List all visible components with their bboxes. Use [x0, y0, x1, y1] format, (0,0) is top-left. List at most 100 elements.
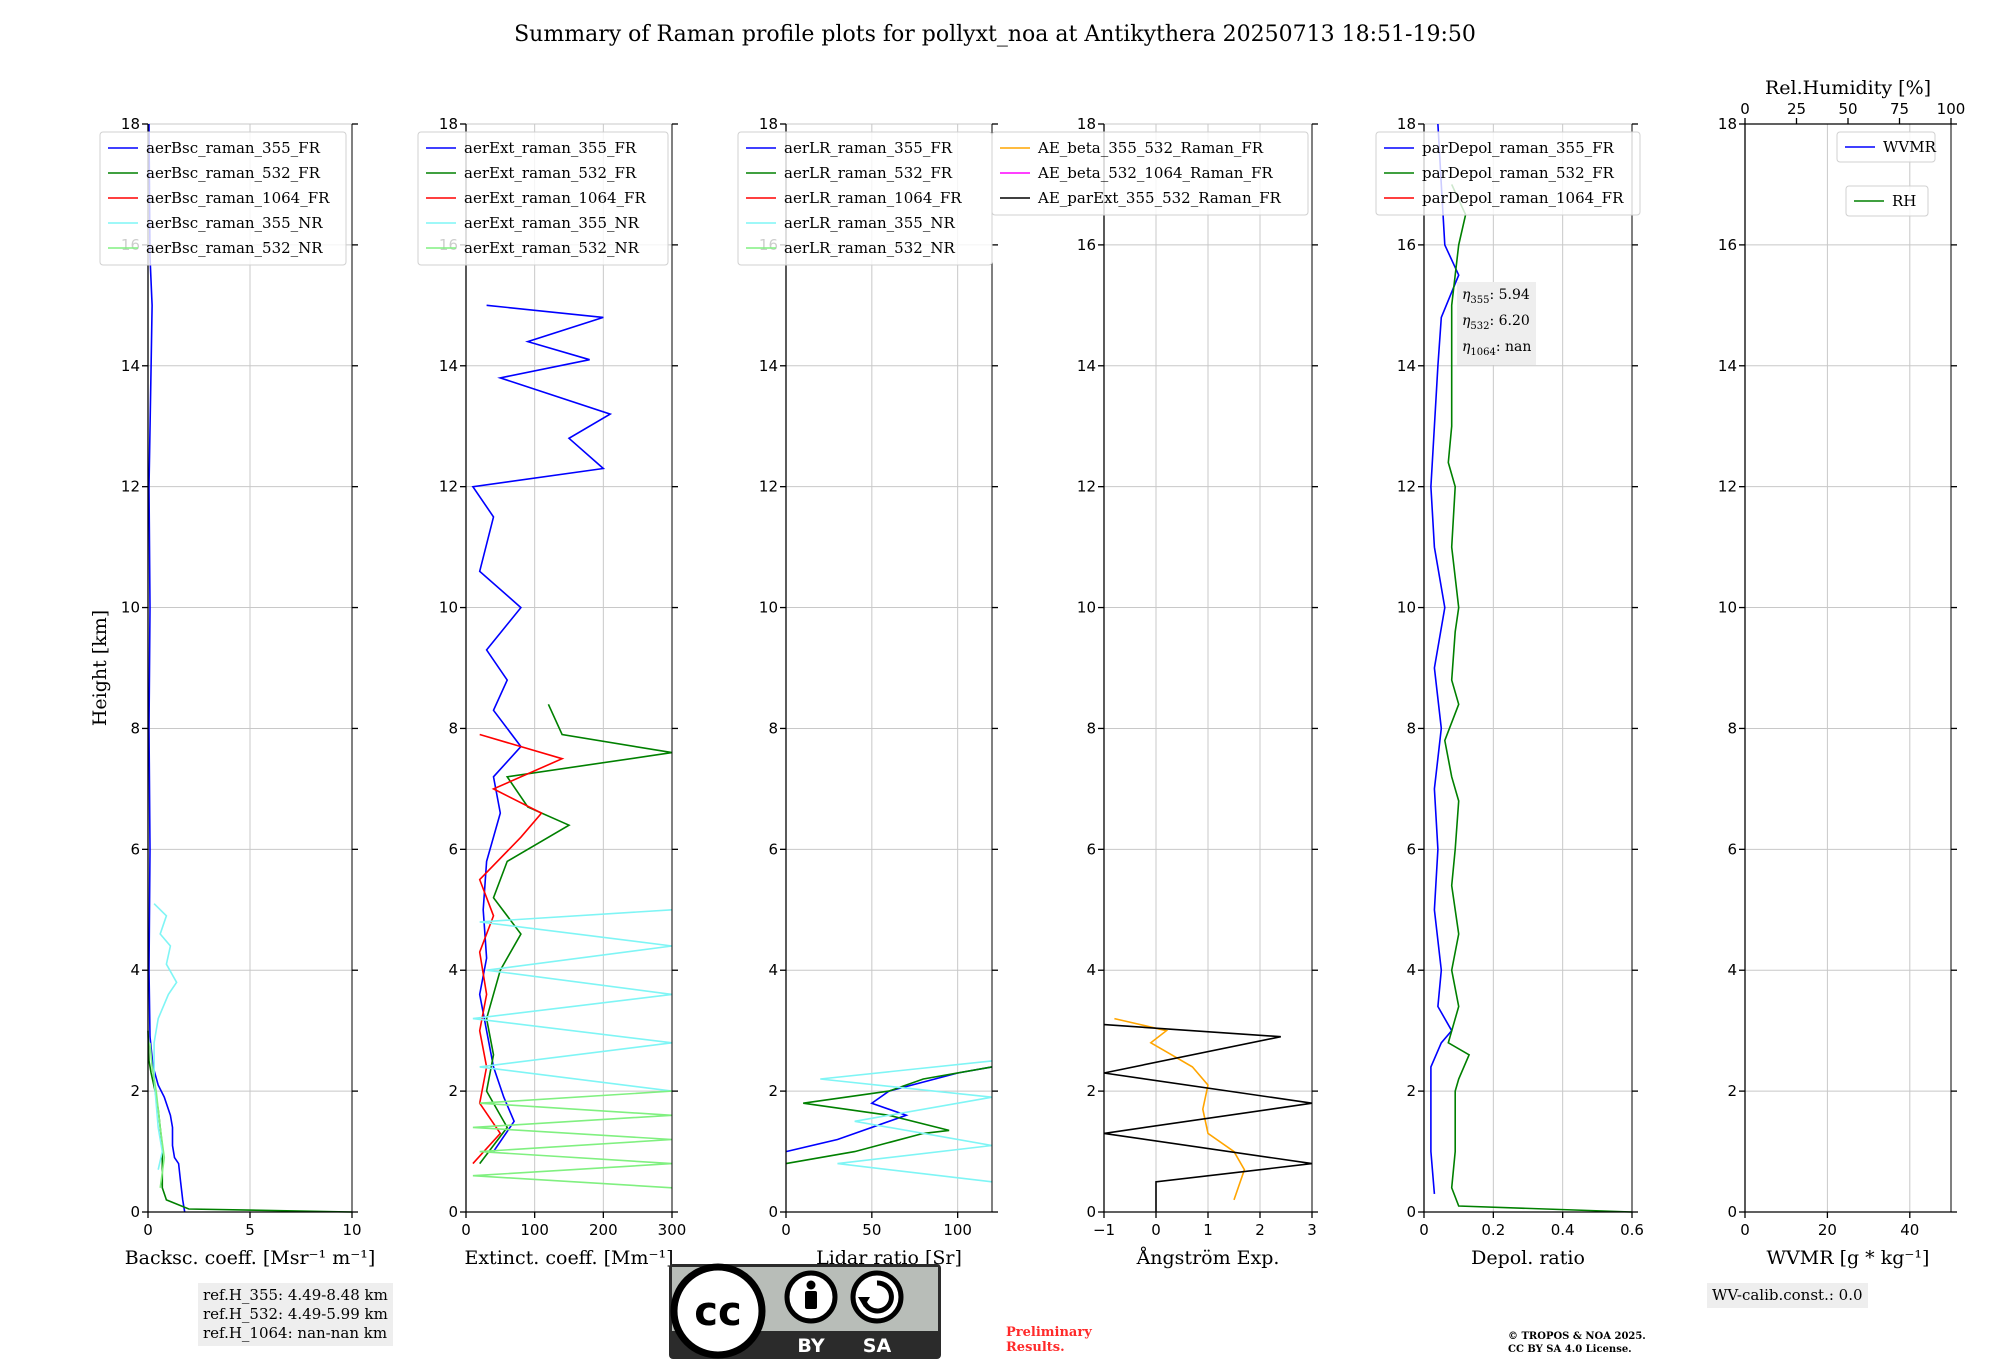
panel-depol: 0 2 4 6 8 10 12 14 16 18 0 0.2 0.4 0.6 Depol. ratio par… — [1375, 115, 1644, 1269]
series-aerBsc_raman_355_NR — [153, 903, 178, 1170]
x-tick-label: 0.4 — [1551, 1221, 1575, 1239]
y-tick-label: 0 — [448, 1203, 458, 1221]
legend-label: aerBsc_raman_532_FR — [146, 164, 321, 182]
y-tick-label: 8 — [1086, 719, 1096, 737]
legend: aerLR_raman_355_FR aerLR_raman_532_FR aerL… — [737, 131, 993, 266]
legend-label: aerLR_raman_1064_FR — [784, 189, 962, 207]
y-tick-label: 18 — [121, 115, 140, 133]
y-tick-label: 10 — [121, 599, 140, 617]
legend: aerExt_raman_355_FR aerExt_raman_532_FRae… — [417, 131, 669, 266]
legend-label: parDepol_raman_532_FR — [1422, 164, 1615, 182]
eta-355: η355: 5.94 — [1462, 287, 1530, 306]
sa-label: SA — [863, 1335, 892, 1357]
y-tick-label: 6 — [768, 840, 778, 858]
y-tick-label: 0 — [768, 1203, 778, 1221]
legend: aerBsc_raman_355_FR aerBsc_raman_532_FRae… — [99, 131, 347, 266]
legend-box — [1836, 131, 1936, 163]
y-tick-label: 8 — [1406, 719, 1416, 737]
cc-license-badge: cc BY SA — [669, 1263, 941, 1359]
series-parDepol_raman_532_FR — [1443, 184, 1633, 1213]
copyright-note: © TROPOS & NOA 2025. CC BY SA 4.0 License… — [1508, 1331, 1646, 1355]
x-tick-label: 0 — [1419, 1221, 1429, 1239]
y-tick-label: 6 — [1086, 840, 1096, 858]
legend-box — [417, 131, 669, 266]
series-aerBsc_raman_532_NR — [149, 1042, 166, 1188]
y-tick-label: 12 — [439, 478, 458, 496]
x-tick-label: −1 — [1093, 1221, 1115, 1239]
legend-label: aerLR_raman_532_NR — [784, 239, 955, 257]
y-tick-label: 12 — [1397, 478, 1416, 496]
legend-label: aerBsc_raman_1064_FR — [146, 189, 330, 207]
wv-calib-box: WV-calib.const.: 0.0 — [1707, 1283, 1868, 1308]
y-tick-label: 10 — [1077, 599, 1096, 617]
legend-label: aerBsc_raman_355_NR — [146, 214, 323, 232]
ref-height-532: ref.H_532: 4.49-5.99 km — [203, 1305, 388, 1323]
legend-box — [1845, 185, 1929, 217]
top-x-tick-label: 0 — [1740, 100, 1750, 118]
x-tick-label: 0 — [461, 1221, 471, 1239]
legend-label: aerExt_raman_355_NR — [464, 214, 640, 232]
series-aerExt_raman_1064_FR — [472, 733, 565, 1165]
series-AE_beta_355_532_Raman_FR — [1114, 1017, 1246, 1201]
x-tick-label: 20 — [1818, 1221, 1837, 1239]
y-tick-label: 16 — [1718, 236, 1737, 254]
x-tick-label: 0 — [143, 1221, 153, 1239]
legend-label: parDepol_raman_355_FR — [1422, 139, 1615, 157]
y-tick-label: 2 — [448, 1082, 458, 1100]
legend-label: aerExt_raman_355_FR — [464, 139, 637, 157]
y-tick-label: 18 — [759, 115, 778, 133]
series-aerBsc_raman_355_FR — [148, 123, 186, 1213]
panel-backscatter: 0246810121416180510Backsc. coeff. [Msr⁻¹… — [89, 115, 375, 1269]
eta-box: η355: 5.94 η532: 6.20 η1064: nan — [1457, 282, 1537, 366]
legend-label: aerExt_raman_532_NR — [464, 239, 640, 257]
legend-label: aerLR_raman_532_FR — [784, 164, 953, 182]
eta-1064: η1064: nan — [1462, 338, 1532, 358]
y-tick-label: 4 — [768, 961, 778, 979]
y-tick-label: 0 — [1406, 1203, 1416, 1221]
x-tick-label: 300 — [658, 1221, 687, 1239]
legend-label: aerLR_raman_355_FR — [784, 139, 953, 157]
series-aerExt_raman_532_NR — [472, 1090, 673, 1189]
y-tick-label: 2 — [130, 1082, 140, 1100]
x-axis-label: Backsc. coeff. [Msr⁻¹ m⁻¹] — [125, 1247, 376, 1269]
legend-label: parDepol_raman_1064_FR — [1422, 189, 1624, 207]
x-tick-label: 100 — [943, 1221, 972, 1239]
y-tick-label: 4 — [130, 961, 140, 979]
legend-label: aerLR_raman_355_NR — [784, 214, 955, 232]
y-tick-label: 14 — [121, 357, 140, 375]
x-tick-label: 0 — [781, 1221, 791, 1239]
legend-label: aerExt_raman_1064_FR — [464, 189, 646, 207]
x-tick-label: 3 — [1307, 1221, 1317, 1239]
y-tick-label: 2 — [1727, 1082, 1737, 1100]
panel-lidarratio: 024681012141618050100Lidar ratio [Sr]aer… — [737, 115, 998, 1269]
x-tick-label: 40 — [1900, 1221, 1919, 1239]
y-tick-label: 14 — [439, 357, 458, 375]
y-tick-label: 8 — [768, 719, 778, 737]
x-tick-label: 0 — [1740, 1221, 1750, 1239]
legend-box — [991, 131, 1309, 216]
y-tick-label: 6 — [1727, 840, 1737, 858]
x-tick-label: 5 — [245, 1221, 255, 1239]
x-tick-label: 0 — [1151, 1221, 1161, 1239]
y-tick-label: 10 — [439, 599, 458, 617]
legend-entry: RH — [1845, 185, 1929, 217]
y-tick-label: 10 — [1718, 599, 1737, 617]
y-tick-label: 0 — [1727, 1203, 1737, 1221]
legend-label: aerBsc_raman_355_FR — [146, 139, 321, 157]
y-tick-label: 14 — [1077, 357, 1096, 375]
series-aerExt_raman_355_FR — [471, 304, 613, 1153]
x-tick-label: 200 — [589, 1221, 618, 1239]
series-AE_parExt_355_532_Raman_FR — [1103, 1023, 1313, 1212]
legend-label: RH — [1892, 192, 1916, 210]
y-tick-label: 12 — [121, 478, 140, 496]
y-tick-label: 2 — [768, 1082, 778, 1100]
x-tick-label: 10 — [342, 1221, 361, 1239]
y-tick-label: 6 — [130, 840, 140, 858]
y-tick-label: 8 — [130, 719, 140, 737]
y-tick-label: 18 — [1397, 115, 1416, 133]
y-tick-label: 8 — [1727, 719, 1737, 737]
legend: AE_beta_355_532_Raman_FR AE_beta_532_1064… — [991, 131, 1309, 216]
x-axis-label: Depol. ratio — [1471, 1247, 1585, 1269]
x-tick-label: 100 — [520, 1221, 549, 1239]
